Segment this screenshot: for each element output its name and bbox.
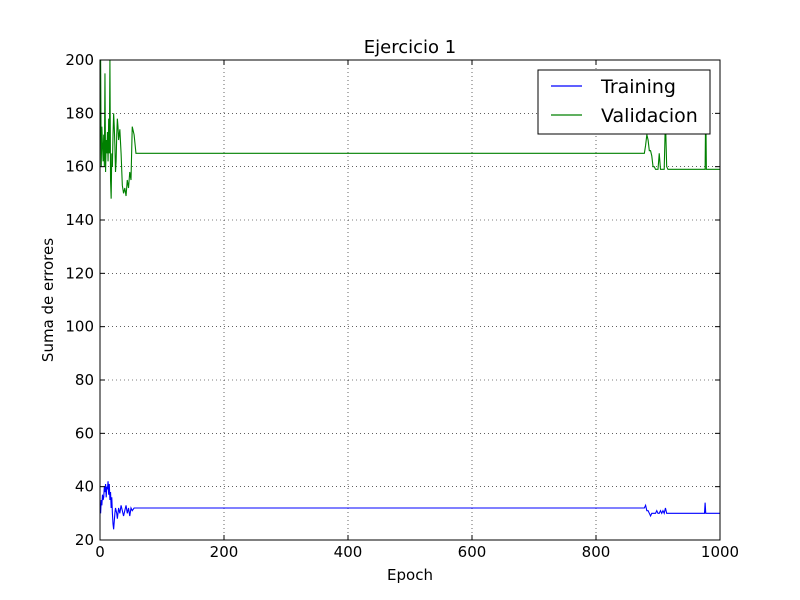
ticks: 0 200 400 600 800 1000 20 40 60 80 100 120 140 160 180… — [65, 51, 739, 561]
y-tick-label: 180 — [65, 104, 94, 122]
y-tick-label: 80 — [75, 371, 94, 389]
legend: Training Validacion — [537, 69, 711, 135]
legend-label-training: Training — [600, 76, 676, 98]
series-layer — [100, 60, 720, 530]
x-tick-label: 400 — [334, 543, 363, 561]
y-tick-label: 20 — [75, 531, 94, 549]
x-tick-label: 1000 — [701, 543, 739, 561]
series-line-validacion — [100, 60, 720, 199]
x-tick-label: 600 — [458, 543, 487, 561]
y-tick-label: 40 — [75, 478, 94, 496]
y-tick-label: 120 — [65, 264, 94, 282]
y-tick-label: 200 — [65, 51, 94, 69]
y-tick-label: 140 — [65, 211, 94, 229]
legend-box — [537, 69, 711, 135]
y-axis-label: Suma de errores — [39, 238, 57, 362]
series-line-training — [100, 481, 720, 530]
x-tick-label: 800 — [582, 543, 611, 561]
y-tick-label: 60 — [75, 424, 94, 442]
x-tick-label: 200 — [210, 543, 239, 561]
legend-label-validacion: Validacion — [601, 105, 698, 127]
y-tick-label: 160 — [65, 158, 94, 176]
chart-title: Ejercicio 1 — [364, 37, 456, 58]
x-tick-label: 0 — [95, 543, 105, 561]
x-axis-label: Epoch — [387, 566, 433, 584]
plot-frame — [99, 59, 721, 541]
y-tick-label: 100 — [65, 318, 94, 336]
